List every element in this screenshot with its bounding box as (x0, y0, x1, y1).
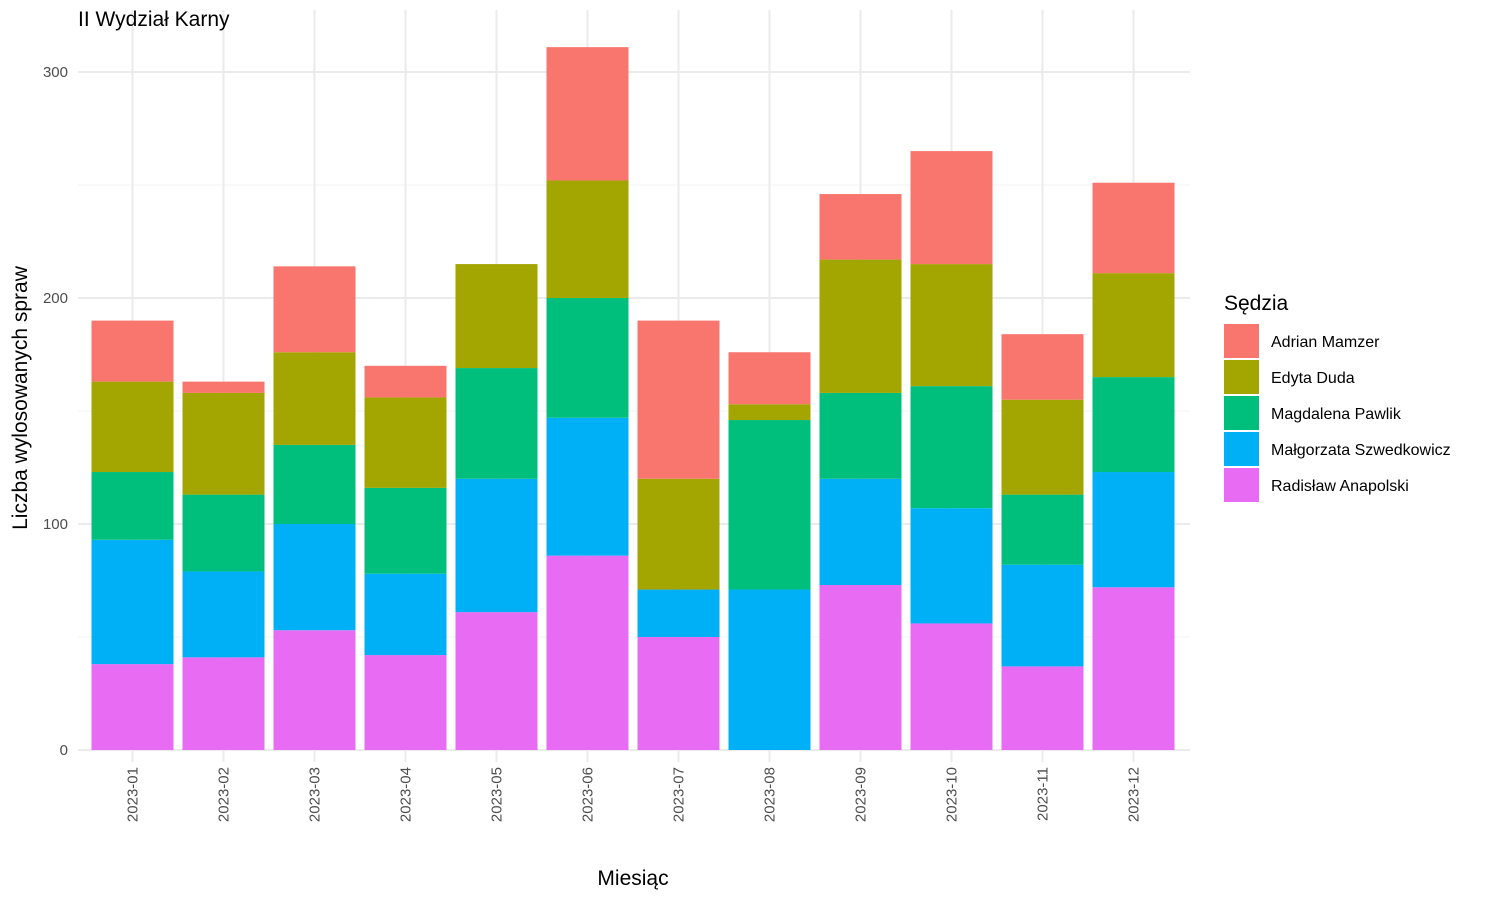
bar-segment: Magdalena Pawlik 2023-03: 35 (273, 444, 356, 524)
y-axis-title: Liczba wylosowanych spraw (9, 265, 32, 530)
legend-swatch (1224, 360, 1259, 394)
x-tick-label: 2023-05 (489, 767, 506, 822)
bar-segment: Małgorzata Szwedkowicz 2023-09: 47 (819, 478, 902, 586)
bar-segment: Magdalena Pawlik 2023-10: 54 (910, 386, 993, 509)
bar-segment: Edyta Duda 2023-11: 42 (1001, 399, 1084, 495)
bar-segment: Adrian Mamzer 2023-01: 27 (91, 320, 174, 382)
bar-segment: Radisław Anapolski 2023-04: 42 (364, 655, 447, 750)
legend-label: Adrian Mamzer (1271, 334, 1380, 351)
legend-label: Radisław Anapolski (1271, 478, 1409, 495)
bar-segment: Edyta Duda 2023-10: 54 (910, 264, 993, 387)
bar-segment: Adrian Mamzer 2023-04: 14 (364, 365, 447, 398)
bar-segment: Edyta Duda 2023-01: 40 (91, 381, 174, 473)
legend-label: Małgorzata Szwedkowicz (1271, 442, 1451, 459)
bar-segment: Małgorzata Szwedkowicz 2023-12: 51 (1092, 472, 1175, 588)
x-tick-label: 2023-06 (580, 767, 597, 822)
bar-segment: Adrian Mamzer 2023-08: 23 (728, 352, 811, 405)
bar-segment: Radisław Anapolski 2023-01: 38 (91, 664, 174, 750)
bar-segment: Edyta Duda 2023-02: 45 (182, 392, 265, 495)
bars: Radisław Anapolski 2023-01: 38Małgorzata… (91, 47, 1175, 750)
x-axis-ticks: 2023-01 2023-02 2023-03 2023-04 2023-05 2023-… (125, 767, 1143, 822)
bar-segment: Małgorzata Szwedkowicz 2023-08: 71 (728, 589, 811, 750)
x-tick-label: 2023-08 (762, 767, 779, 822)
bar-segment: Magdalena Pawlik 2023-05: 49 (455, 368, 538, 479)
bar-segment: Radisław Anapolski 2023-12: 72 (1092, 587, 1175, 750)
bar-segment: Radisław Anapolski 2023-09: 73 (819, 585, 902, 750)
legend-title: Sędzia (1224, 292, 1289, 315)
bar-segment: Adrian Mamzer 2023-06: 59 (546, 47, 629, 181)
bar-segment: Radisław Anapolski 2023-07: 50 (637, 637, 720, 750)
bar-segment: Adrian Mamzer 2023-10: 50 (910, 151, 993, 265)
bar-segment: Małgorzata Szwedkowicz 2023-01: 55 (91, 539, 174, 665)
bar-segment: Małgorzata Szwedkowicz 2023-07: 21 (637, 589, 720, 637)
bar-segment: Radisław Anapolski 2023-10: 56 (910, 623, 993, 750)
bar-segment: Magdalena Pawlik 2023-06: 53 (546, 298, 629, 418)
x-tick-label: 2023-04 (398, 767, 415, 822)
legend-label: Magdalena Pawlik (1271, 406, 1402, 423)
legend-swatch (1224, 396, 1259, 430)
legend-items: Adrian Mamzer Edyta Duda Magdalena Pawlik M… (1224, 324, 1451, 502)
bar-segment: Małgorzata Szwedkowicz 2023-04: 36 (364, 573, 447, 656)
bar-segment: Magdalena Pawlik 2023-04: 38 (364, 487, 447, 574)
bar-segment: Radisław Anapolski 2023-02: 41 (182, 657, 265, 750)
legend-swatch (1224, 468, 1259, 502)
bar-segment: Magdalena Pawlik 2023-08: 75 (728, 420, 811, 590)
bar-segment: Adrian Mamzer 2023-03: 38 (273, 266, 356, 353)
x-tick-label: 2023-12 (1126, 767, 1143, 822)
legend-swatch (1224, 432, 1259, 466)
bar-segment: Małgorzata Szwedkowicz 2023-03: 47 (273, 524, 356, 631)
legend-swatch (1224, 324, 1259, 358)
bar-segment: Adrian Mamzer 2023-12: 40 (1092, 182, 1175, 274)
bar-segment: Małgorzata Szwedkowicz 2023-11: 45 (1001, 564, 1084, 667)
x-tick-label: 2023-02 (216, 767, 233, 822)
bar-segment: Radisław Anapolski 2023-11: 37 (1001, 666, 1084, 750)
bar-segment: Radisław Anapolski 2023-03: 53 (273, 630, 356, 750)
y-tick-label: 100 (43, 516, 68, 533)
bar-segment: Edyta Duda 2023-05: 46 (455, 264, 538, 369)
bar-segment: Edyta Duda 2023-12: 46 (1092, 273, 1175, 378)
bar-segment: Magdalena Pawlik 2023-09: 38 (819, 392, 902, 479)
bar-segment: Małgorzata Szwedkowicz 2023-10: 51 (910, 508, 993, 624)
bar-segment: Magdalena Pawlik 2023-02: 34 (182, 494, 265, 572)
x-tick-label: 2023-11 (1035, 767, 1052, 821)
x-tick-label: 2023-07 (671, 767, 688, 822)
legend: Sędzia Adrian Mamzer Edyta Duda Magdalena … (1224, 292, 1451, 502)
bar-segment: Małgorzata Szwedkowicz 2023-02: 38 (182, 571, 265, 658)
x-tick-label: 2023-10 (944, 767, 961, 822)
x-tick-label: 2023-09 (853, 767, 870, 822)
y-tick-label: 0 (60, 742, 68, 759)
x-axis-title: Miesiąc (597, 867, 668, 890)
bar-segment: Magdalena Pawlik 2023-11: 31 (1001, 494, 1084, 565)
x-tick-label: 2023-03 (307, 767, 324, 822)
bar-segment: Edyta Duda 2023-06: 52 (546, 180, 629, 298)
bar-segment: Magdalena Pawlik 2023-12: 42 (1092, 377, 1175, 473)
chart-title: II Wydział Karny (78, 8, 230, 31)
bar-segment: Adrian Mamzer 2023-02: 5 (182, 381, 265, 393)
y-tick-label: 200 (43, 290, 68, 307)
bar-segment: Małgorzata Szwedkowicz 2023-06: 61 (546, 417, 629, 556)
bar-segment: Edyta Duda 2023-03: 41 (273, 352, 356, 445)
bar-segment: Edyta Duda 2023-09: 59 (819, 259, 902, 393)
bar-segment: Adrian Mamzer 2023-11: 29 (1001, 334, 1084, 400)
bar-segment: Edyta Duda 2023-08: 7 (728, 404, 811, 421)
bar-segment: Małgorzata Szwedkowicz 2023-05: 59 (455, 478, 538, 613)
bar-segment: Adrian Mamzer 2023-07: 70 (637, 320, 720, 479)
bar-segment: Magdalena Pawlik 2023-01: 30 (91, 472, 174, 540)
y-tick-label: 300 (43, 64, 68, 81)
bar-segment: Edyta Duda 2023-07: 49 (637, 478, 720, 590)
bar-segment: Radisław Anapolski 2023-06: 86 (546, 555, 629, 750)
legend-label: Edyta Duda (1271, 370, 1355, 387)
bar-segment: Radisław Anapolski 2023-05: 61 (455, 612, 538, 750)
bar-segment: Adrian Mamzer 2023-09: 29 (819, 194, 902, 260)
x-tick-label: 2023-01 (125, 767, 142, 822)
bar-segment: Edyta Duda 2023-04: 40 (364, 397, 447, 488)
y-axis-ticks: 0 100 200 300 (43, 64, 68, 759)
